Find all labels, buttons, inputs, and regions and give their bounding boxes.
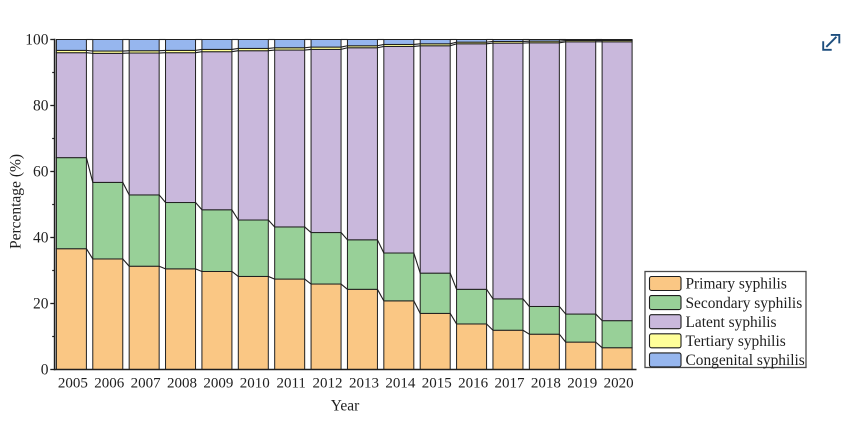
svg-text:Primary syphilis: Primary syphilis bbox=[686, 276, 787, 293]
svg-text:2017: 2017 bbox=[494, 376, 525, 392]
svg-text:2011: 2011 bbox=[276, 376, 305, 392]
svg-text:0: 0 bbox=[41, 362, 49, 379]
svg-text:2018: 2018 bbox=[531, 376, 561, 392]
svg-text:20: 20 bbox=[33, 296, 49, 313]
svg-text:Congenital syphilis: Congenital syphilis bbox=[686, 352, 805, 369]
svg-text:100: 100 bbox=[25, 32, 49, 49]
svg-text:2019: 2019 bbox=[567, 376, 597, 392]
svg-text:Secondary syphilis: Secondary syphilis bbox=[686, 295, 803, 312]
svg-text:2013: 2013 bbox=[349, 376, 379, 392]
svg-text:2012: 2012 bbox=[313, 376, 343, 392]
svg-text:Tertiary syphilis: Tertiary syphilis bbox=[686, 333, 786, 350]
svg-text:2014: 2014 bbox=[385, 376, 416, 392]
svg-text:2007: 2007 bbox=[131, 376, 162, 392]
svg-text:Percentage (%): Percentage (%) bbox=[8, 154, 25, 249]
svg-text:Year: Year bbox=[331, 398, 360, 415]
svg-text:2006: 2006 bbox=[94, 376, 125, 392]
svg-text:2020: 2020 bbox=[604, 376, 634, 392]
svg-text:80: 80 bbox=[33, 98, 49, 115]
svg-text:40: 40 bbox=[33, 230, 49, 247]
svg-text:2008: 2008 bbox=[167, 376, 197, 392]
svg-text:2016: 2016 bbox=[458, 376, 489, 392]
svg-text:2005: 2005 bbox=[58, 376, 88, 392]
svg-text:2009: 2009 bbox=[203, 376, 233, 392]
svg-text:2015: 2015 bbox=[422, 376, 452, 392]
svg-text:60: 60 bbox=[33, 164, 49, 181]
svg-text:Latent syphilis: Latent syphilis bbox=[686, 314, 777, 331]
svg-text:2010: 2010 bbox=[240, 376, 270, 392]
